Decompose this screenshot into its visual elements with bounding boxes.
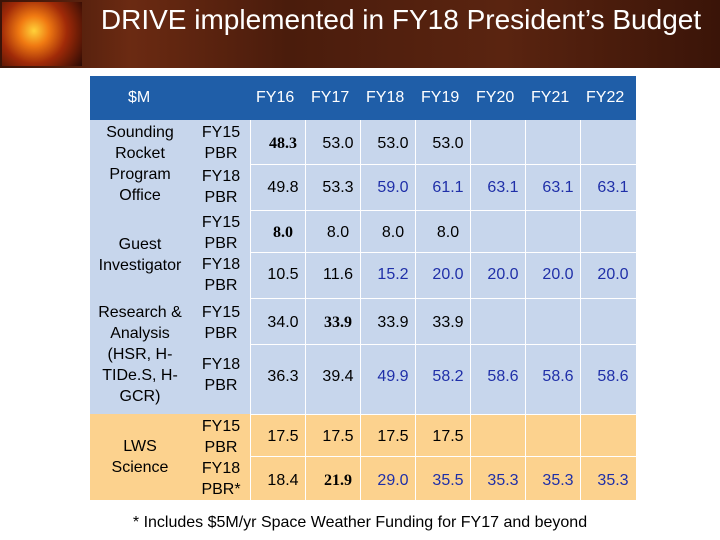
value-cell: 8.0: [273, 224, 293, 241]
value-cell: 8.0: [436, 224, 460, 241]
year-header: FY22: [586, 89, 625, 106]
value-cell: 36.3: [267, 368, 299, 385]
grid-line: [250, 120, 251, 500]
group-guest-investigator: Guest Investigator FY15 PBR FY18 PBR 8.0 8.…: [90, 210, 636, 298]
sun-logo-image: [2, 2, 82, 66]
year-header: FY21: [531, 89, 570, 106]
value-cell: 18.4: [267, 472, 299, 489]
value-cell: 63.1: [487, 179, 519, 196]
value-cell: 58.6: [597, 368, 629, 385]
year-header: FY18: [366, 89, 405, 106]
grid-line: [580, 120, 581, 500]
value-cell: 33.9: [377, 314, 409, 331]
grid-line: [250, 164, 636, 165]
grid-line: [250, 344, 636, 345]
grid-line: [250, 456, 636, 457]
value-cell: 35.3: [542, 472, 574, 489]
year-header: FY19: [421, 89, 460, 106]
value-cell: 17.5: [267, 428, 299, 445]
budget-label: FY18 PBR: [201, 256, 241, 294]
value-cell: 17.5: [432, 428, 464, 445]
page-title: DRIVE implemented in FY18 President’s Bu…: [100, 4, 702, 35]
year-header: FY20: [476, 89, 515, 106]
value-cell: 35.5: [432, 472, 464, 489]
grid-line: [250, 298, 636, 299]
group-lws-science: LWS Science FY15 PBR FY18 PBR* 17.5 17.5 17…: [90, 414, 636, 500]
value-cell: 17.5: [377, 428, 409, 445]
budget-label: FY18 PBR: [201, 168, 241, 206]
value-cell: 53.3: [322, 179, 354, 196]
value-cell: 49.9: [377, 368, 409, 385]
value-cell: 20.0: [597, 266, 629, 283]
value-cell: 53.0: [377, 135, 409, 152]
group-sounding-rocket: Sounding Rocket Program Office FY15 PBR FY18…: [90, 120, 636, 210]
grid-line: [250, 210, 636, 211]
value-cell: 15.2: [377, 266, 409, 283]
value-cell: 35.3: [597, 472, 629, 489]
value-cell: 17.5: [322, 428, 354, 445]
year-header: FY17: [311, 89, 350, 106]
unit-header: $M: [128, 89, 151, 106]
footnote: * Includes $5M/yr Space Weather Funding …: [132, 514, 588, 531]
budget-label: FY15 PBR: [201, 304, 241, 342]
value-cell: 8.0: [381, 224, 405, 241]
value-cell: 58.6: [542, 368, 574, 385]
grid-line: [250, 414, 636, 415]
value-cell: 58.6: [487, 368, 519, 385]
grid-line: [415, 120, 416, 500]
group-research-analysis: Research & Analysis (HSR, H- TIDe.S, H- GCR)…: [90, 298, 636, 414]
title-bar: DRIVE implemented in FY18 President’s Bu…: [0, 0, 720, 68]
grid-line: [525, 120, 526, 500]
value-cell: 61.1: [432, 179, 464, 196]
value-cell: 48.3: [269, 135, 297, 152]
group-label: Research & Analysis (HSR, H- TIDe.S, H- GCR): [98, 304, 182, 405]
budget-label: FY15 PBR: [201, 214, 241, 252]
value-cell: 20.0: [432, 266, 464, 283]
value-cell: 58.2: [432, 368, 464, 385]
value-cell: 63.1: [542, 179, 574, 196]
budget-label: FY18 PBR: [201, 356, 241, 394]
grid-line: [470, 120, 471, 500]
budget-label: FY15 PBR: [201, 124, 241, 162]
group-label: LWS Science: [111, 438, 169, 476]
value-cell: 20.0: [542, 266, 574, 283]
grid-line: [360, 120, 361, 500]
group-label: Guest Investigator: [98, 236, 182, 274]
value-cell: 35.3: [487, 472, 519, 489]
value-cell: 10.5: [267, 266, 299, 283]
value-cell: 11.6: [323, 266, 353, 283]
value-cell: 49.8: [267, 179, 299, 196]
table-header: $M FY16 FY17 FY18 FY19 FY20 FY21 FY22: [90, 76, 636, 120]
value-cell: 53.0: [432, 135, 464, 152]
value-cell: 20.0: [487, 266, 519, 283]
value-cell: 34.0: [267, 314, 299, 331]
grid-line: [250, 252, 636, 253]
value-cell: 59.0: [377, 179, 409, 196]
budget-label: FY18 PBR*: [201, 460, 241, 498]
value-cell: 63.1: [597, 179, 629, 196]
year-header: FY16: [256, 89, 295, 106]
value-cell: 39.4: [322, 368, 354, 385]
grid-line: [305, 120, 306, 500]
value-cell: 21.9: [324, 472, 352, 489]
value-cell: 53.0: [322, 135, 354, 152]
budget-label: FY15 PBR: [201, 418, 241, 456]
value-cell: 29.0: [377, 472, 409, 489]
value-cell: 33.9: [432, 314, 464, 331]
value-cell: 8.0: [326, 224, 350, 241]
budget-table: $M FY16 FY17 FY18 FY19 FY20 FY21 FY22 So…: [90, 76, 636, 500]
group-label: Sounding Rocket Program Office: [106, 124, 174, 204]
value-cell: 33.9: [324, 314, 352, 331]
